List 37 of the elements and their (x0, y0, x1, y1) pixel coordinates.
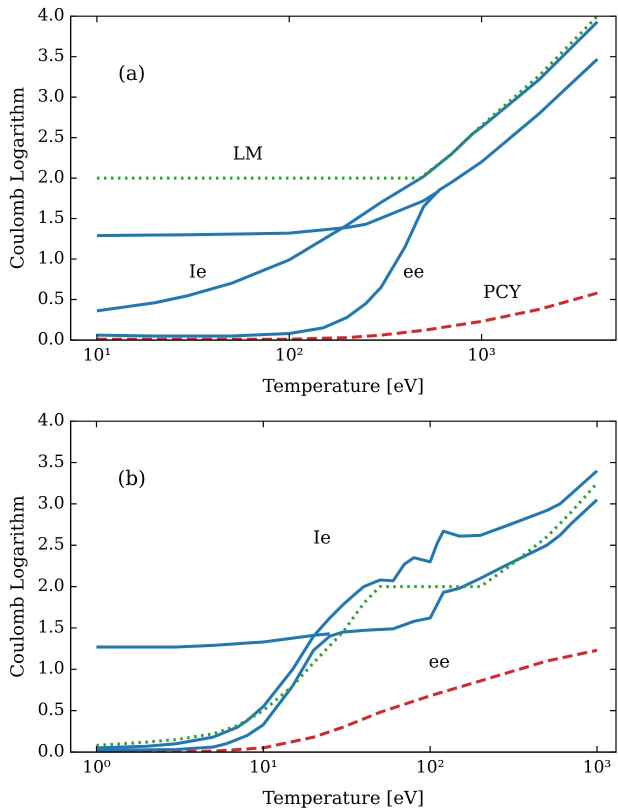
y-axis-title: Coulomb Logarithm (7, 495, 28, 678)
y-tick-label: 1.0 (38, 658, 65, 679)
annotation: LM (232, 143, 264, 164)
x-tick-label: 10³ (467, 346, 496, 366)
y-axis-title: Coulomb Logarithm (7, 86, 28, 270)
annotation: PCY (483, 282, 522, 304)
x-axis-title: Temperature [eV] (262, 788, 424, 809)
y-tick-label: 2.0 (38, 576, 65, 596)
y-tick-label: 0.5 (38, 288, 65, 309)
y-tick-label: 0.0 (38, 741, 65, 762)
annotation: ee (403, 261, 424, 282)
annotation: Ie (188, 261, 207, 282)
y-tick-label: 4.0 (38, 6, 65, 26)
y-tick-label: 2.0 (38, 168, 65, 188)
x-tick-label: 10¹ (82, 346, 112, 366)
y-tick-label: 2.5 (38, 127, 65, 148)
x-tick-label: 10² (416, 758, 444, 778)
annotation: (b) (118, 466, 146, 490)
y-tick-label: 0.5 (38, 700, 65, 720)
x-tick-label: 10⁰ (82, 758, 111, 778)
x-tick-label: 10³ (582, 758, 612, 778)
y-tick-label: 4.0 (38, 410, 65, 431)
x-tick-label: 10¹ (249, 758, 278, 778)
y-tick-label: 3.5 (38, 452, 65, 472)
y-tick-label: 1.5 (38, 208, 65, 228)
y-tick-label: 1.0 (38, 248, 65, 268)
y-tick-label: 2.5 (38, 534, 65, 555)
y-tick-label: 3.0 (38, 493, 65, 514)
x-axis-title: Temperature [eV] (262, 376, 424, 397)
annotation: Ie (313, 527, 331, 548)
y-tick-label: 3.5 (38, 46, 65, 66)
x-tick-label: 10² (275, 346, 304, 366)
annotation: ee (428, 651, 450, 672)
y-tick-label: 1.5 (38, 617, 65, 638)
y-tick-label: 3.0 (38, 86, 65, 107)
annotation: (a) (118, 61, 146, 86)
y-tick-label: 0.0 (38, 329, 65, 350)
